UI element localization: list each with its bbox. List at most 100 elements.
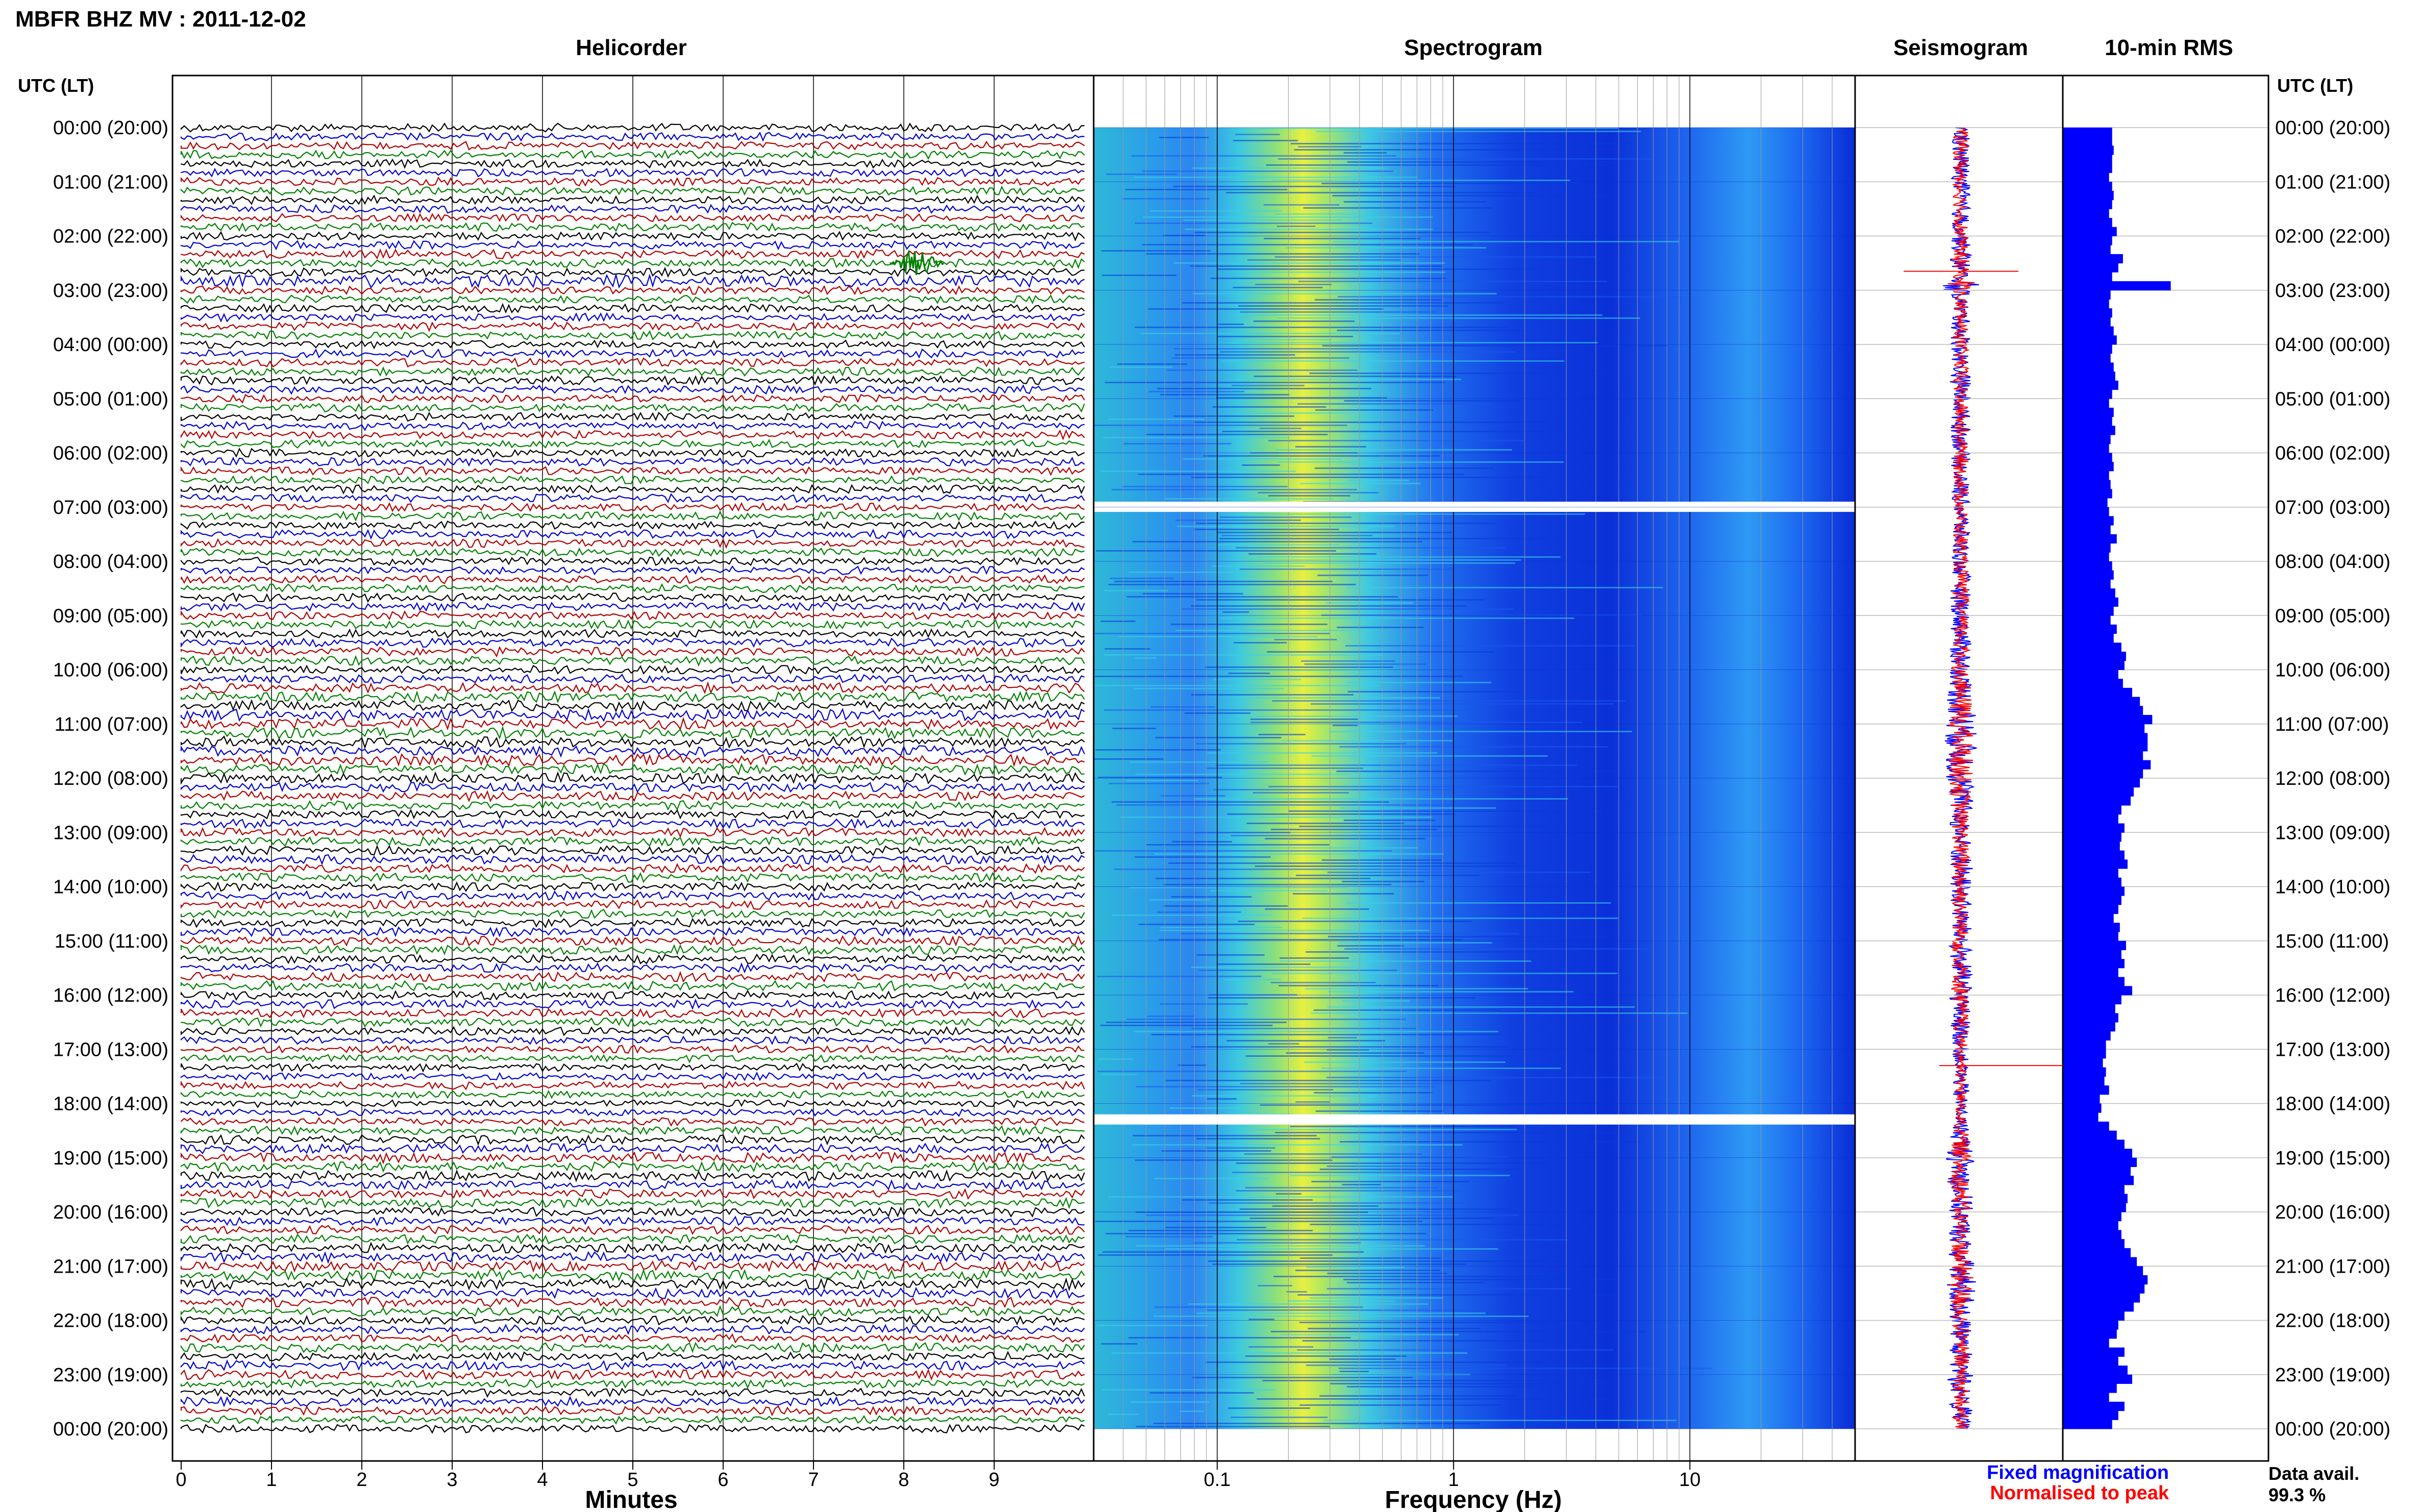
helicorder-trace [180,1286,1085,1299]
spectrogram-stripe [1344,948,1650,950]
helicorder-trace [180,716,1085,731]
rms-bar [2063,687,2133,698]
time-label-right: 02:00 (22:00) [2275,226,2390,247]
helicorder-trace [180,330,1085,341]
spectrogram-stripe [1253,376,1457,377]
rms-bar [2063,1393,2109,1402]
spectrogram-stripe [1099,470,1296,472]
rms-bar [2063,552,2109,562]
spectrogram-stripe [1344,400,1521,402]
rms-bar [2063,715,2153,725]
spectrogram-stripe [1325,602,1414,604]
spectrogram-stripe [1290,1175,1510,1176]
rms-bar [2063,832,2121,842]
rms-bar [2063,1157,2137,1167]
helicorder-trace [180,285,1085,295]
helicorder-trace [180,918,1085,929]
rms-bar [2063,787,2134,797]
rms-bar [2063,950,2121,959]
rms-bar [2063,1022,2115,1032]
spectrogram-stripe [1348,480,1410,481]
rms-bar [2063,724,2145,733]
time-label-right: 09:00 (05:00) [2275,605,2390,627]
spectrogram-stripe [1268,1043,1299,1045]
spectrogram-stripe [1342,1000,1410,1002]
rms-bar [2063,670,2118,679]
helicorder-trace [180,619,1085,630]
spectrogram-stripe [1291,143,1632,144]
spectrogram-stripe [1095,676,1463,677]
time-label-left: 05:00 (01:00) [53,388,168,410]
spectrogram-stripe [1295,446,1366,448]
spectrogram-stripe [1285,247,1487,249]
time-label-left: 03:00 (23:00) [53,280,168,302]
spectrogram-stripe [1235,715,1458,717]
rms-bar [2063,498,2108,508]
spectrogram-stripe [1109,578,1174,579]
helicorder-trace [180,845,1085,856]
spectrogram-stripe [1329,1358,1396,1360]
spectrogram-stripe [1347,1386,1535,1387]
helicorder-trace [180,1233,1085,1245]
spectrogram-stripe [1218,324,1244,325]
rms-bar [2063,1420,2112,1429]
spectrogram-stripe [1183,458,1342,460]
spectrogram-stripe [1236,697,1440,699]
rms-bar [2063,1356,2118,1366]
spectrogram-stripe [1314,1092,1433,1094]
rms-bar [2063,778,2140,788]
helicorder-trace [180,556,1085,566]
helicorder-trace [180,167,1085,178]
spectrogram-stripe [1271,829,1437,830]
spectrogram-stripe [1264,562,1515,564]
minute-tick-label: 6 [718,1469,728,1491]
spectrogram-stripe [1326,1288,1571,1290]
helicorder-trace [180,475,1085,485]
time-label-right: 12:00 (08:00) [2275,768,2390,789]
spectrogram-stripe [1316,131,1641,132]
helicorder-trace [180,628,1085,639]
data-gaps [1094,502,1855,1125]
spectrogram-stripe [1220,351,1517,353]
time-label-left: 10:00 (06:00) [53,660,168,681]
helicorder-trace [180,1099,1085,1108]
spectrogram-stripe [1250,722,1583,723]
rms-bar [2063,209,2109,218]
spectrogram-stripe [1142,170,1394,172]
helicorder-trace [180,1134,1085,1146]
rms-bar [2063,227,2117,236]
seismogram-title: Seismogram [1893,35,2028,60]
spectrogram-stripe [1321,859,1442,861]
spectrogram-stripe [1306,1365,1507,1366]
spectrogram-stripe [1273,1276,1578,1277]
spectrogram-stripe [1322,1068,1561,1069]
rms-bar [2063,769,2143,779]
spectrogram-stripe [1213,679,1301,680]
spectrogram-stripe [1197,1089,1334,1090]
spectrogram-stripe [1295,1270,1441,1271]
spectrogram-stripe [1132,541,1423,542]
spectrogram-stripe [1257,492,1378,493]
helicorder-trace [180,466,1085,476]
legend-fixed-magnification: Fixed magnification [1987,1462,2169,1483]
rms-bars [2063,128,2171,1429]
helicorder-trace [180,272,1085,289]
rms-bar [2063,470,2109,481]
helicorder-trace [180,744,1085,758]
spectrogram-stripe [1232,1172,1494,1173]
rms-bar [2063,588,2115,598]
spectrogram-stripe [1191,605,1466,607]
spectrogram-stripe [1300,483,1421,484]
spectrogram-stripe [1347,161,1613,163]
helicorder-trace [180,158,1085,169]
time-label-right: 21:00 (17:00) [2275,1256,2390,1277]
spectrogram-stripe [1228,1407,1310,1409]
helicorder-trace [180,221,1085,232]
rms-bar [2063,1293,2140,1303]
time-label-right: 04:00 (00:00) [2275,334,2390,356]
spectrogram-stripe [1257,1285,1292,1286]
rms-bar [2063,579,2111,589]
spectrogram-stripe [1173,186,1456,187]
spectrogram-stripe [1347,691,1519,692]
helicorder-trace [180,1259,1085,1273]
